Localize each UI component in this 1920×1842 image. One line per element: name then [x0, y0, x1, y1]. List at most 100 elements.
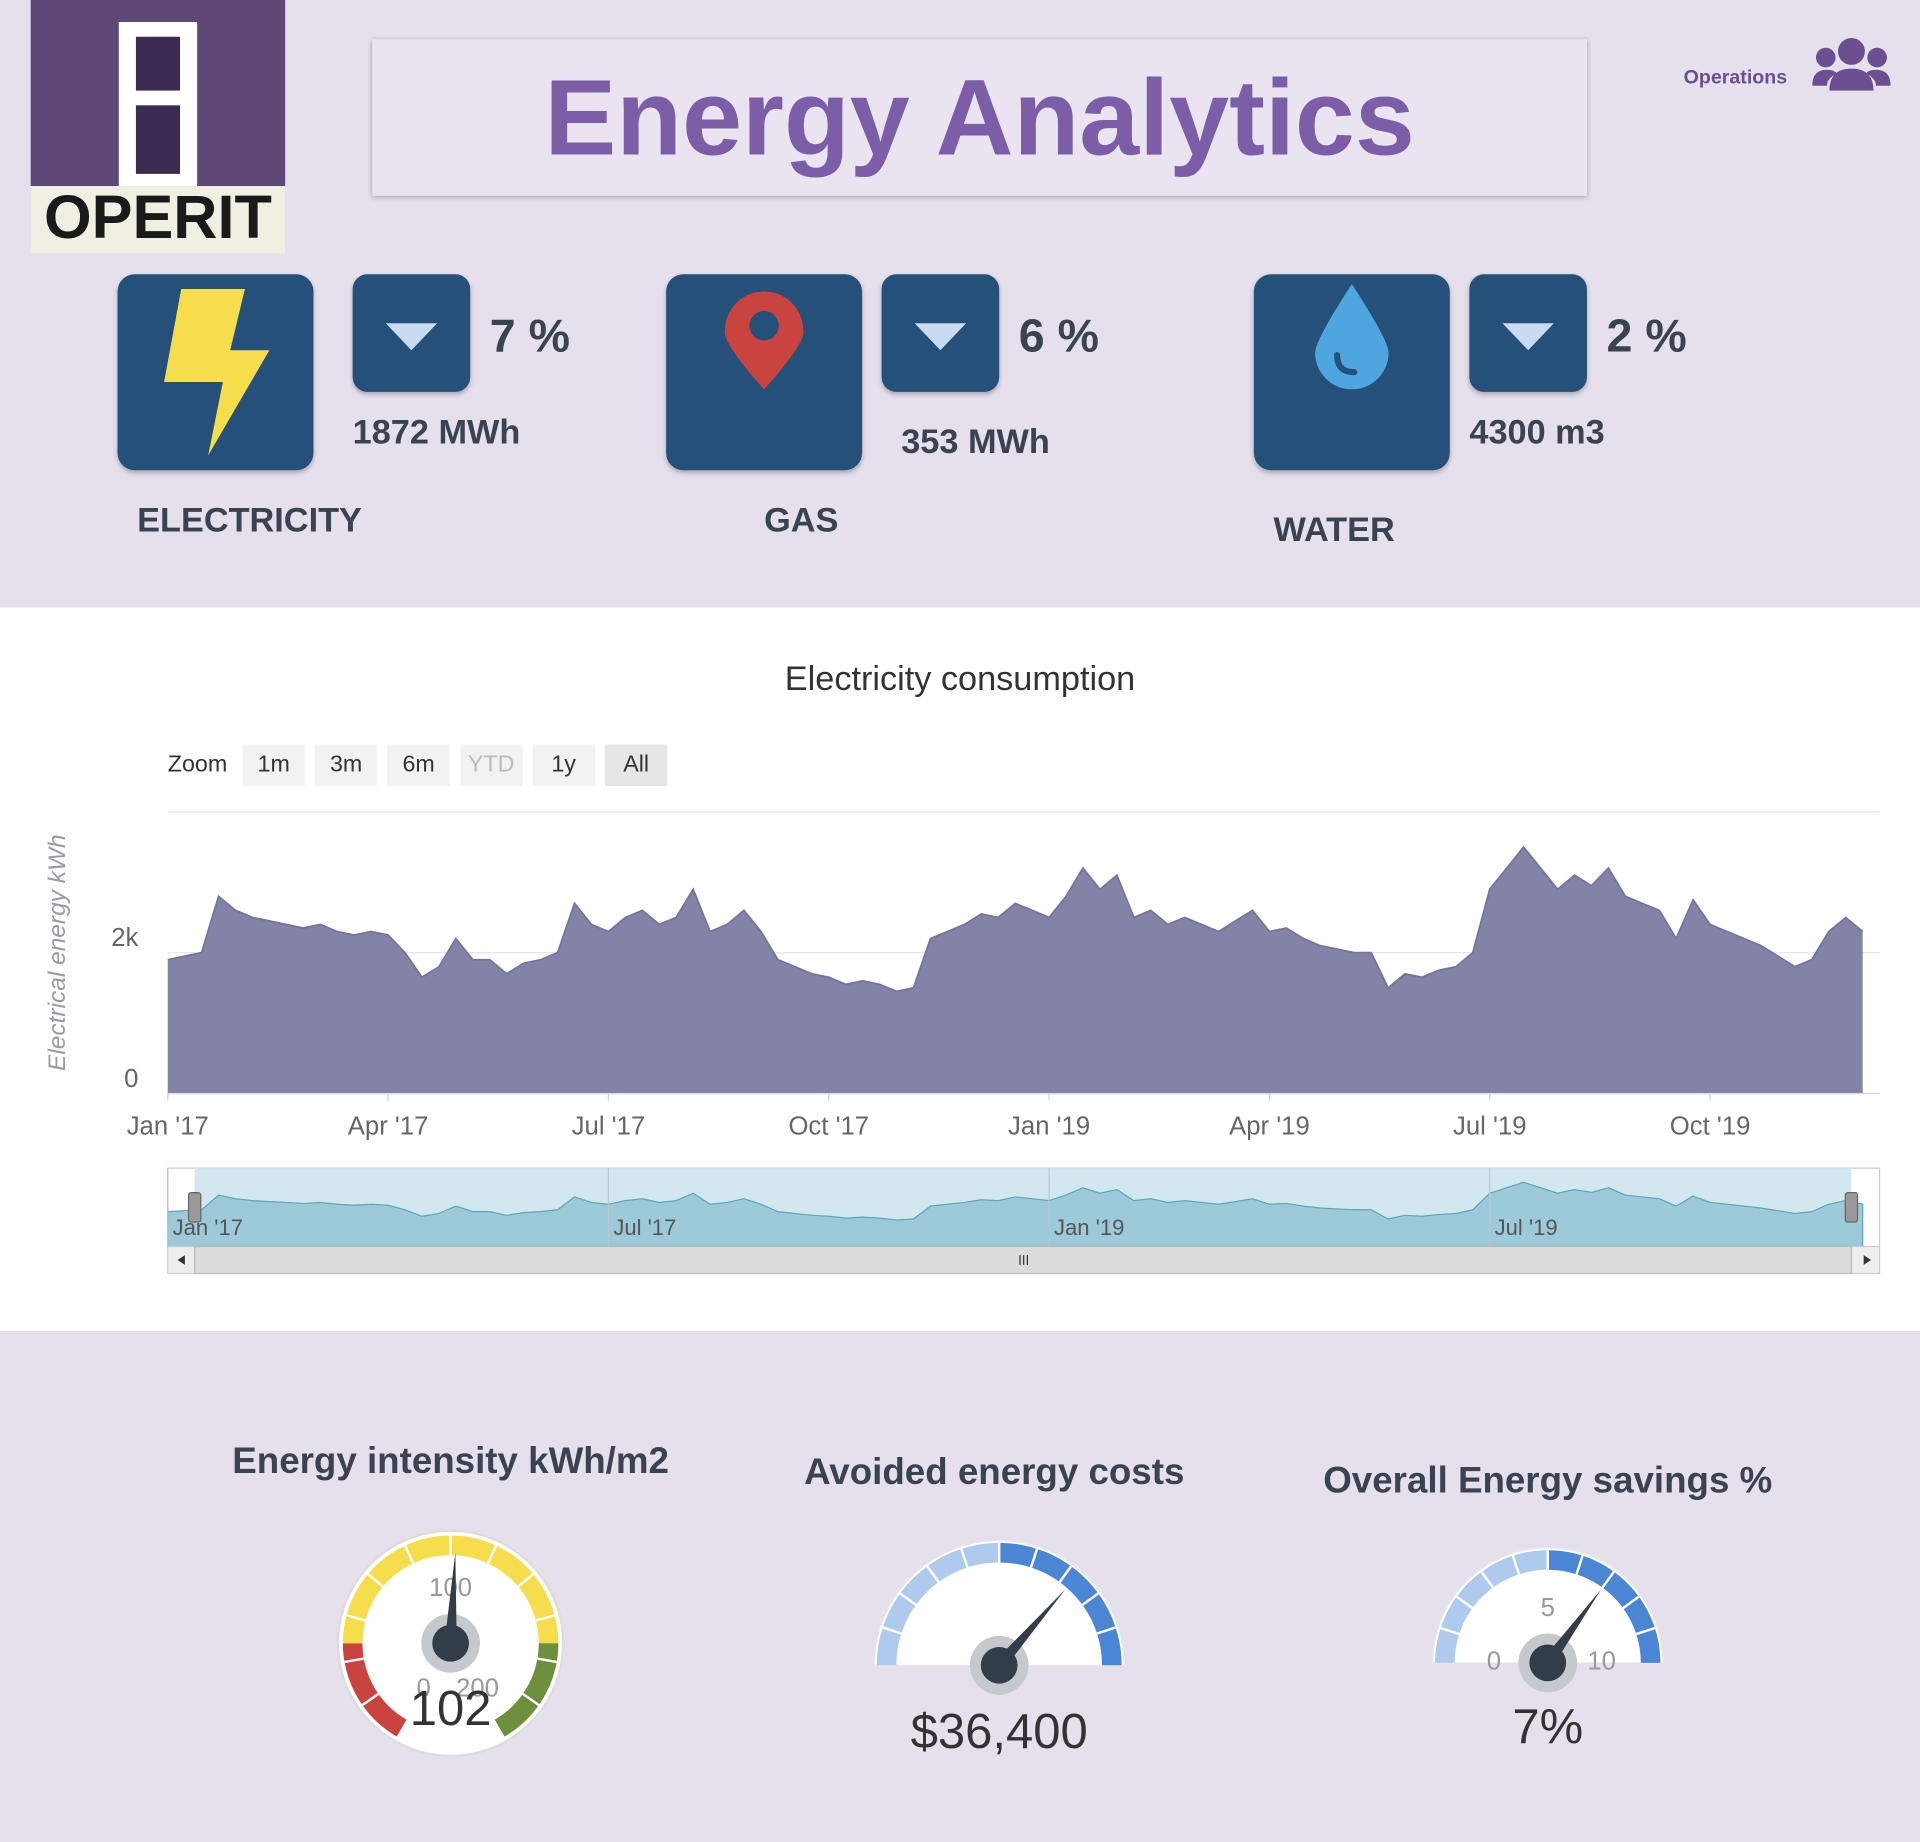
gauge-separator — [960, 1548, 969, 1568]
gauge-tick-label: 10 — [1587, 1648, 1616, 1676]
scrollbar-thumb[interactable] — [194, 1245, 1853, 1275]
icon-part — [724, 291, 804, 390]
gauge-separator — [535, 1614, 556, 1622]
gauge-title: Energy intensity kWh/m2 — [232, 1440, 669, 1481]
users-icon[interactable] — [1812, 37, 1891, 93]
gauge-tick-label: 0 — [1487, 1648, 1501, 1676]
navigator-handle[interactable] — [1844, 1192, 1859, 1223]
kpi-label: GAS — [764, 500, 839, 539]
icon-part — [385, 323, 438, 351]
zoom-button[interactable]: All — [604, 744, 668, 787]
gauge-band — [494, 1643, 559, 1737]
zoom-button[interactable]: YTD — [459, 744, 523, 787]
logo-text: OPERIT — [44, 183, 272, 251]
gauge-separator — [1511, 1555, 1521, 1575]
icon-part — [1866, 69, 1891, 86]
gauge-separator — [1601, 1570, 1615, 1589]
down-icon — [1502, 323, 1554, 351]
gauge-separator — [346, 1614, 366, 1622]
x-tick-label: Oct '17 — [788, 1113, 869, 1141]
logo-bottom — [30, 186, 286, 254]
navigator-tick-label: Jan '19 — [1054, 1215, 1124, 1240]
gauge-value-label: 102 — [410, 1682, 492, 1736]
zoom-button[interactable]: 1m — [242, 744, 305, 787]
x-tick-label: Jul '19 — [1453, 1113, 1527, 1141]
gauge-title: Avoided energy costs — [804, 1451, 1184, 1492]
gauge-separator — [522, 1692, 540, 1707]
kpi-amount: 4300 m3 — [1469, 412, 1605, 451]
gauge-separator — [1029, 1548, 1039, 1568]
gauge-separator — [1081, 1592, 1099, 1606]
gauge-pivot — [1529, 1644, 1567, 1682]
navigator-area — [167, 1181, 1864, 1248]
icon-part — [1334, 352, 1358, 376]
gauge-pivot — [432, 1624, 469, 1662]
kpi-arrow — [881, 274, 1000, 392]
logo-digit-hole — [135, 105, 181, 174]
gauge-separator — [1455, 1595, 1474, 1610]
gauge-separator — [1635, 1626, 1656, 1636]
bolt-icon — [164, 288, 270, 456]
zoom-button[interactable]: 3m — [314, 744, 378, 787]
gauge-separator — [882, 1626, 902, 1635]
x-tick-label: Jan '17 — [127, 1113, 209, 1141]
gauge-separator — [403, 1545, 415, 1564]
gauge-separator — [344, 1657, 365, 1664]
x-tick-label: Oct '19 — [1670, 1113, 1751, 1141]
kpi-icon-box — [1253, 274, 1450, 471]
scroll-left[interactable] — [177, 1255, 185, 1265]
user-name[interactable]: Operations — [1683, 67, 1788, 89]
zoom-button[interactable]: 1y — [532, 744, 595, 787]
kpi-amount: 1872 MWh — [352, 412, 521, 451]
icon-part — [914, 323, 967, 351]
kpi-change: 7 % — [489, 311, 570, 363]
logo-digit-hole — [135, 36, 181, 91]
scroll-right[interactable] — [1863, 1255, 1872, 1265]
gauge-value-label: 7% — [1512, 1700, 1583, 1754]
kpi-arrow — [352, 274, 471, 392]
area — [167, 847, 1863, 1094]
gauge-tick-label: 5 — [1541, 1594, 1555, 1622]
navigator-tick-label: Jan '17 — [173, 1215, 243, 1240]
gauge-needle — [444, 1552, 457, 1644]
gauge-separator — [517, 1573, 534, 1588]
kpi-icon-box — [117, 274, 314, 471]
gauge-separator — [361, 1692, 380, 1707]
gauge-tick-label: 200 — [456, 1675, 499, 1703]
gauge-needle — [994, 1589, 1066, 1670]
gauge-separator — [1575, 1555, 1584, 1575]
area-line — [167, 845, 1864, 993]
icon-part — [164, 288, 270, 456]
logo: OPERIT — [30, 0, 286, 254]
gauge-separator — [1480, 1570, 1495, 1589]
chart-title: Electricity consumption — [785, 660, 1135, 698]
gauge-separator — [899, 1592, 917, 1606]
y-tick-label: 0 — [124, 1065, 138, 1093]
gauge-separator — [367, 1573, 384, 1588]
x-tick-label: Apr '17 — [348, 1113, 429, 1141]
gauge-value-label: $36,400 — [911, 1705, 1088, 1759]
title-box: Energy Analytics — [372, 39, 1587, 196]
gauge-separator — [1440, 1626, 1460, 1636]
x-tick-label: Apr '19 — [1229, 1113, 1310, 1141]
kpi-arrow — [1469, 274, 1587, 392]
navigator-handle[interactable] — [187, 1192, 202, 1223]
gauge-title: Overall Energy savings % — [1323, 1460, 1772, 1501]
kpi-label: WATER — [1273, 510, 1395, 549]
drop-icon — [1315, 284, 1389, 390]
icon-part — [1502, 323, 1554, 351]
gauge-separator — [1096, 1626, 1117, 1635]
icon-part — [1315, 284, 1389, 390]
navigator-tick-label: Jul '17 — [613, 1215, 676, 1240]
pin-icon — [724, 291, 804, 390]
gauge-separator — [1058, 1565, 1073, 1583]
kpi-label: ELECTRICITY — [137, 500, 362, 539]
gauge-separator — [1622, 1595, 1640, 1610]
y-tick-label: 2k — [111, 924, 138, 952]
gauge-band — [1435, 1550, 1548, 1663]
gauge-separator — [926, 1565, 940, 1583]
kpi-change: 2 % — [1606, 311, 1687, 363]
zoom-button[interactable]: 6m — [387, 744, 450, 787]
